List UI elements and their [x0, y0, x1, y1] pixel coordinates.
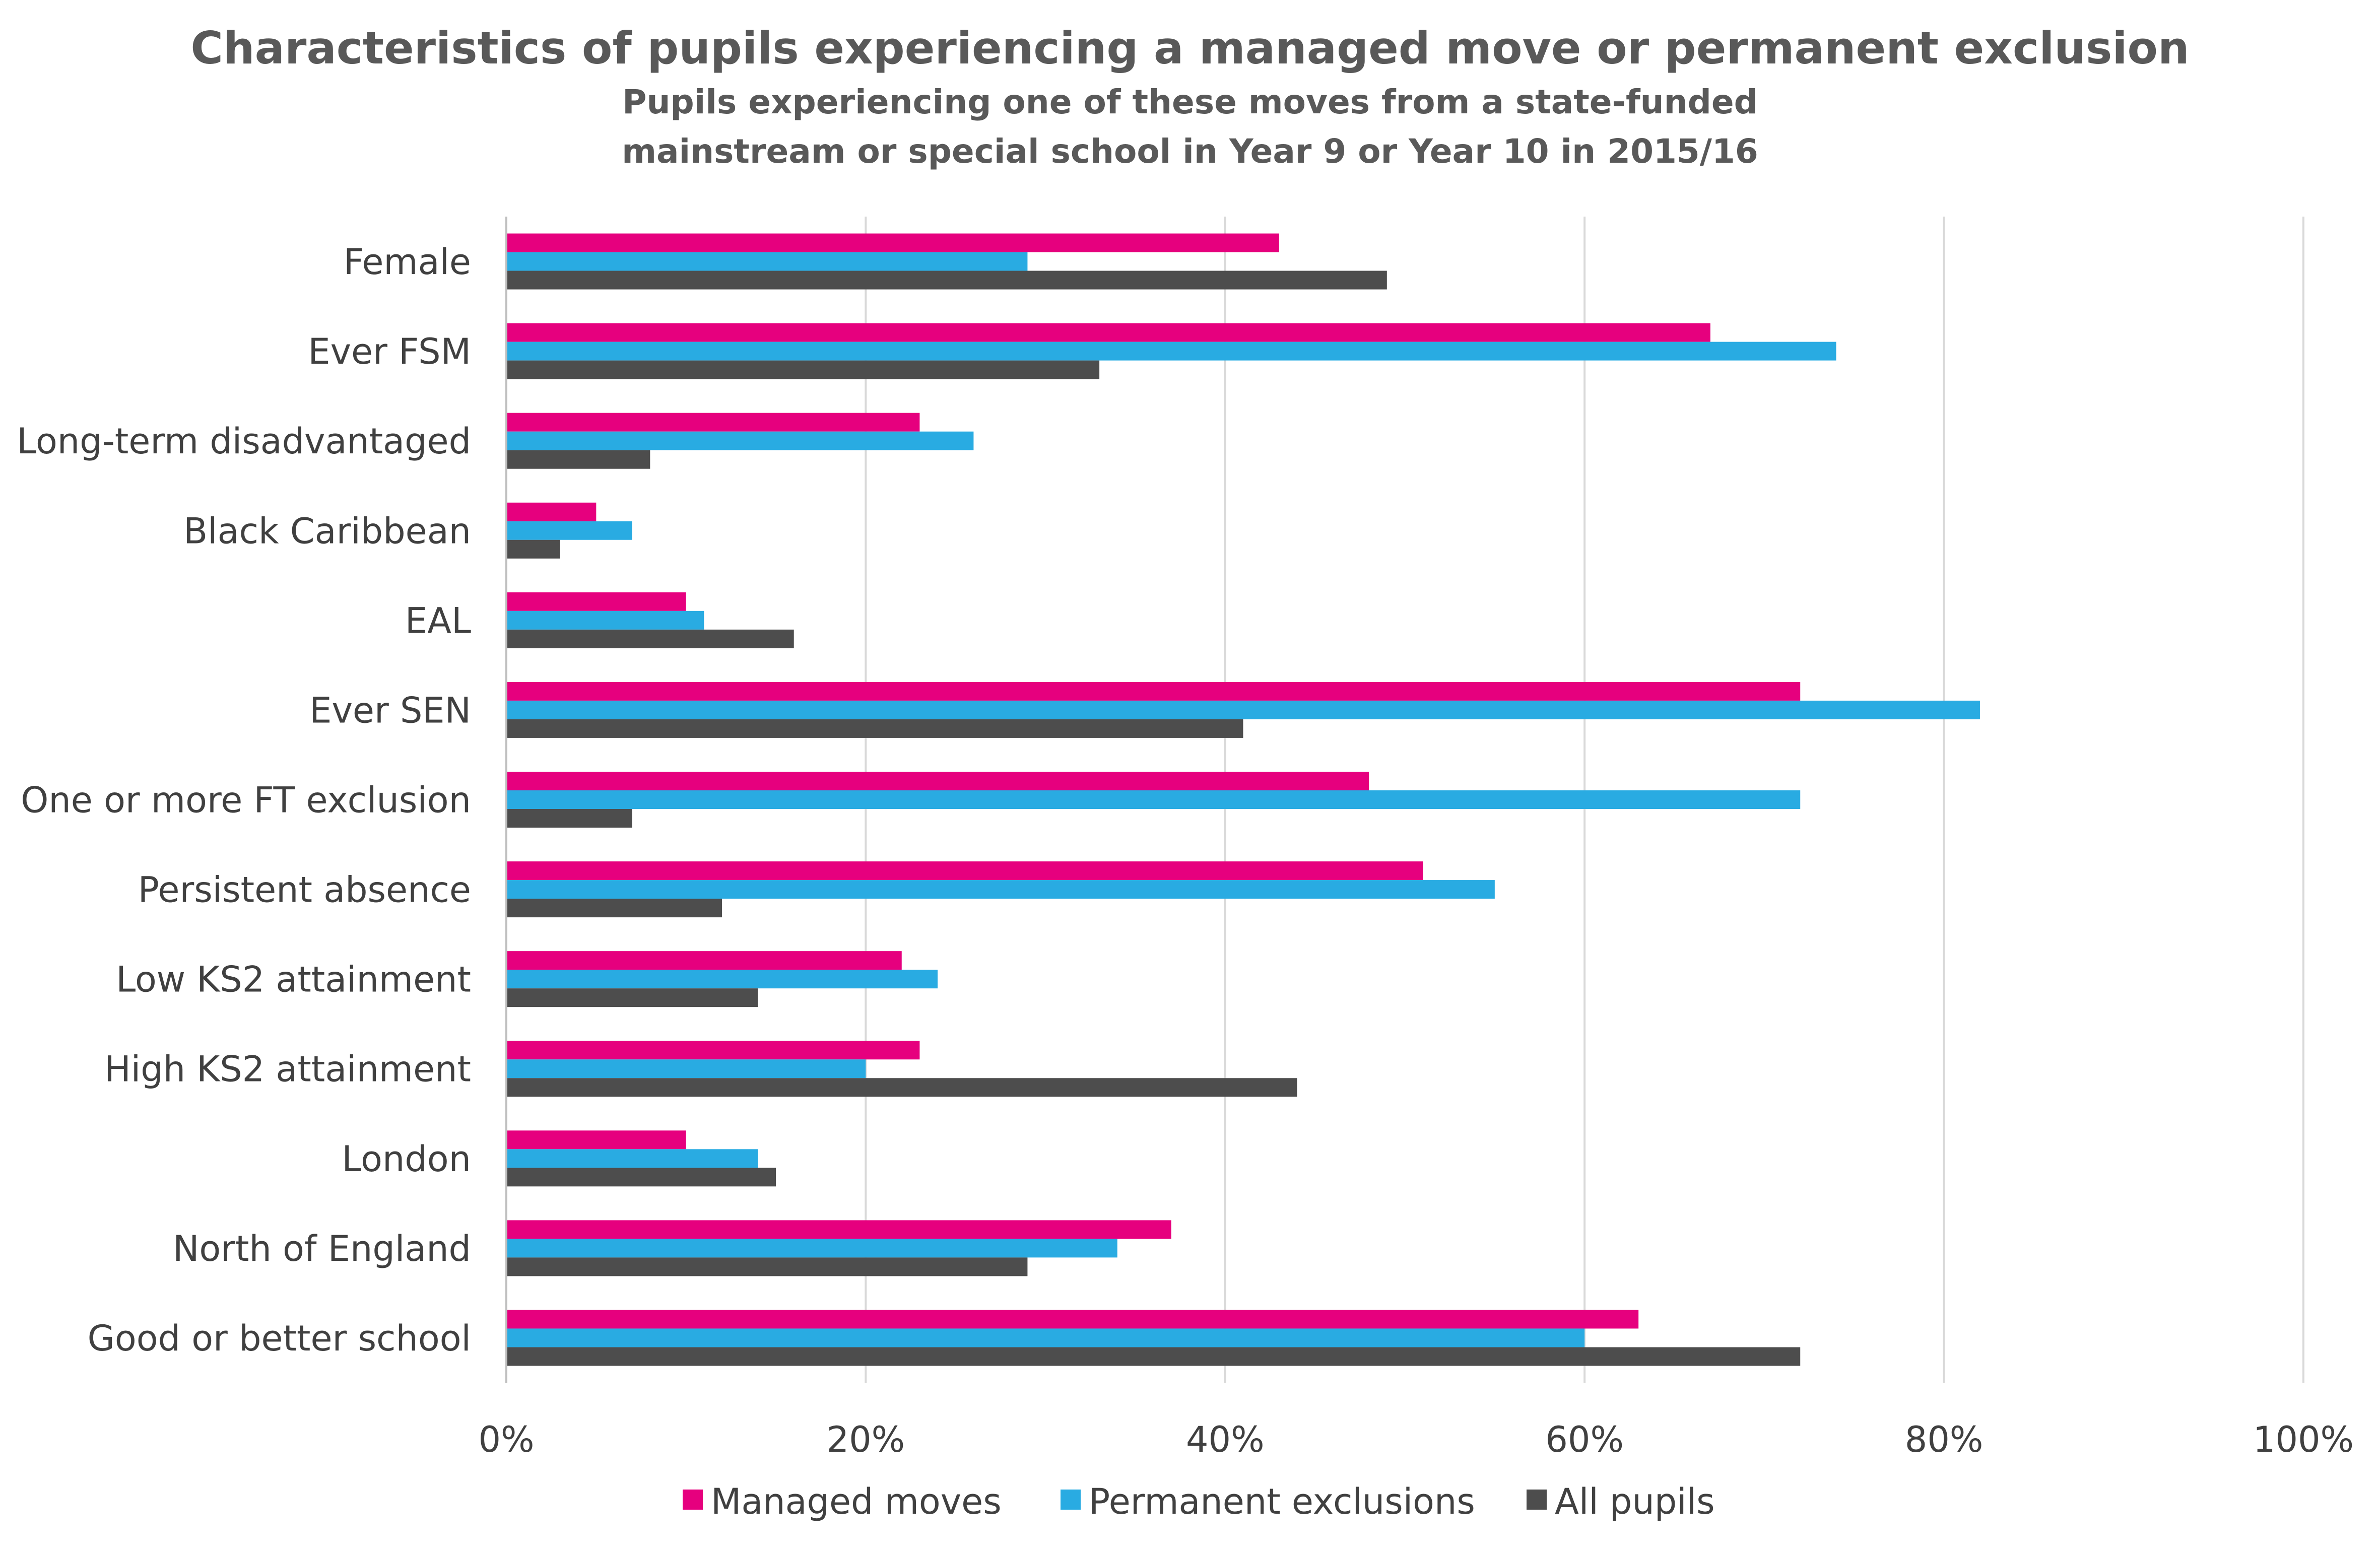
bar-all-pupils [507, 1168, 776, 1187]
x-tick-label: 100% [2253, 1419, 2354, 1460]
x-tick-label: 40% [1186, 1419, 1265, 1460]
category-label: Female [344, 241, 471, 283]
legend-label: All pupils [1555, 1481, 1715, 1522]
category-label: Persistent absence [138, 869, 471, 911]
category-label: Low KS2 attainment [116, 959, 471, 1000]
bar-managed-moves [507, 861, 1423, 881]
bar-managed-moves [507, 323, 1710, 342]
legend-swatch [683, 1490, 703, 1510]
bar-managed-moves [507, 1130, 686, 1150]
bar-all-pupils [507, 450, 650, 469]
bar-permanent-exclusions [507, 1239, 1117, 1258]
bar-managed-moves [507, 1220, 1171, 1239]
category-label: North of England [173, 1228, 471, 1269]
bar-permanent-exclusions [507, 970, 938, 989]
bar-all-pupils [507, 1078, 1297, 1097]
bar-managed-moves [507, 682, 1801, 701]
bar-permanent-exclusions [507, 521, 632, 540]
bar-all-pupils [507, 1347, 1801, 1366]
bar-all-pupils [507, 271, 1387, 290]
bar-managed-moves [507, 951, 902, 970]
bar-all-pupils [507, 539, 561, 559]
category-label: EAL [405, 600, 471, 641]
x-tick-label: 20% [827, 1419, 905, 1460]
bar-permanent-exclusions [507, 431, 974, 450]
x-tick-label: 80% [1905, 1419, 1984, 1460]
bar-managed-moves [507, 1310, 1639, 1329]
category-label: Black Caribbean [183, 510, 471, 552]
legend-label: Permanent exclusions [1089, 1481, 1475, 1522]
bar-all-pupils [507, 1257, 1028, 1276]
bar-all-pupils [507, 360, 1100, 379]
category-label: High KS2 attainment [104, 1049, 471, 1090]
legend-swatch [1527, 1490, 1547, 1510]
bar-permanent-exclusions [507, 1059, 866, 1078]
legend-label: Managed moves [711, 1481, 1002, 1522]
bar-managed-moves [507, 233, 1279, 252]
bar-all-pupils [507, 988, 758, 1007]
bar-managed-moves [507, 592, 686, 611]
bar-permanent-exclusions [507, 880, 1495, 899]
x-tick-label: 60% [1545, 1419, 1624, 1460]
bar-all-pupils [507, 719, 1243, 738]
bar-managed-moves [507, 502, 597, 521]
bar-managed-moves [507, 413, 920, 432]
bar-managed-moves [507, 772, 1369, 790]
chart-subtitle-line-2: mainstream or special school in Year 9 o… [622, 132, 1758, 171]
category-label: Ever SEN [309, 690, 471, 731]
x-tick-label: 0% [478, 1419, 534, 1460]
bar-all-pupils [507, 629, 794, 648]
bar-managed-moves [507, 1041, 920, 1060]
category-label: Good or better school [88, 1318, 471, 1359]
bar-permanent-exclusions [507, 611, 704, 630]
category-label: London [342, 1138, 471, 1180]
category-label: Long-term disadvantaged [17, 421, 471, 462]
bar-permanent-exclusions [507, 1328, 1585, 1347]
legend-swatch [1061, 1490, 1081, 1510]
category-label: One or more FT exclusion [21, 780, 471, 821]
chart-title: Characteristics of pupils experiencing a… [190, 22, 2190, 74]
bar-all-pupils [507, 809, 632, 828]
chart-subtitle-line-1: Pupils experiencing one of these moves f… [622, 83, 1758, 121]
bar-permanent-exclusions [507, 700, 1980, 719]
bar-permanent-exclusions [507, 1149, 758, 1168]
bar-permanent-exclusions [507, 342, 1836, 361]
bar-permanent-exclusions [507, 790, 1801, 809]
bar-all-pupils [507, 899, 722, 918]
category-label: Ever FSM [308, 331, 471, 372]
bar-permanent-exclusions [507, 252, 1028, 271]
